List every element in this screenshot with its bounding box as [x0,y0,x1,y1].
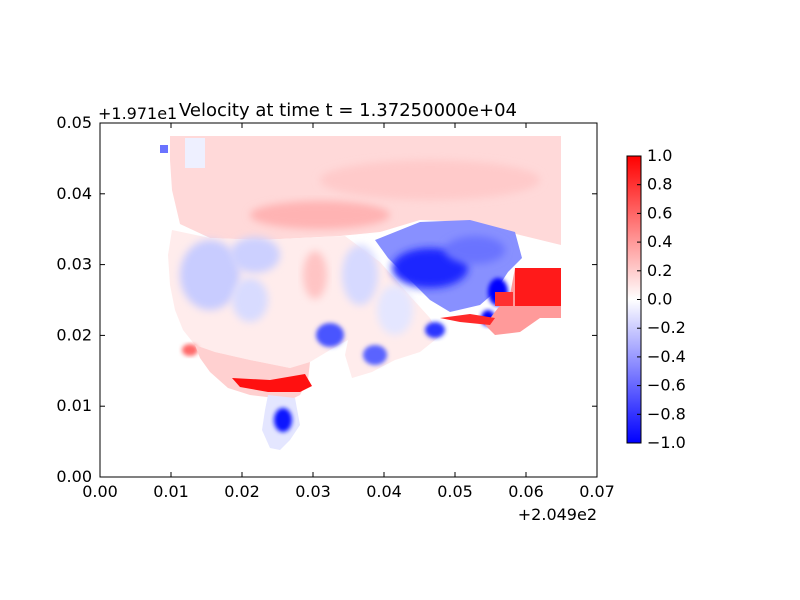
y-tick-label: 0.02 [56,325,92,344]
colorbar-tick-label: 0.4 [647,232,672,251]
axes-frame [99,122,598,478]
x-offset-label: +2.049e2 [518,505,597,524]
colorbar: −1.0 −0.8 −0.6 −0.4 −0.2 0.0 0.2 0.4 0.6 0.8 1.0 [626,146,686,452]
x-tick-label: 0.03 [295,482,331,501]
y-tick-label: 0.05 [56,113,92,132]
y-offset-label: +1.971e1 [98,104,177,123]
x-tick-label: 0.06 [508,482,544,501]
y-tick-label: 0.03 [56,255,92,274]
colorbar-tick-label: −0.6 [647,376,686,395]
x-axis: 0.00 0.01 0.02 0.03 0.04 0.05 0.06 0.07 [82,123,615,501]
x-tick-label: 0.02 [224,482,260,501]
x-tick-label: 0.00 [82,482,118,501]
x-tick-label: 0.01 [153,482,189,501]
region-jet [232,374,312,392]
region-upper-band [250,201,390,229]
chart-title: Velocity at time t = 1.37250000e+04 [179,100,517,121]
colorbar-tick-label: 0.0 [647,290,672,309]
y-axis: 0.00 0.01 0.02 0.03 0.04 0.05 [56,113,597,486]
velocity-field [160,136,561,450]
y-tick-label: 0.01 [56,396,92,415]
colorbar-tick-label: −0.2 [647,318,686,337]
y-tick-label: 0.00 [56,467,92,486]
y-tick-label: 0.04 [56,184,92,203]
colorbar-tick-label: 1.0 [647,146,672,165]
colorbar-tick-label: 0.8 [647,175,672,194]
colorbar-tick-label: 0.2 [647,261,672,280]
colorbar-tick-label: 0.6 [647,203,672,222]
x-tick-label: 0.07 [579,482,615,501]
colorbar-tick-label: −0.8 [647,404,686,423]
x-tick-label: 0.05 [437,482,473,501]
colorbar-tick-label: −1.0 [647,433,686,452]
region-upper-blush [320,160,540,200]
colorbar-tick-label: −0.4 [647,347,686,366]
colorbar-ticks: −1.0 −0.8 −0.6 −0.4 −0.2 0.0 0.2 0.4 0.6 0.8 1.0 [637,146,686,452]
x-tick-label: 0.04 [366,482,402,501]
